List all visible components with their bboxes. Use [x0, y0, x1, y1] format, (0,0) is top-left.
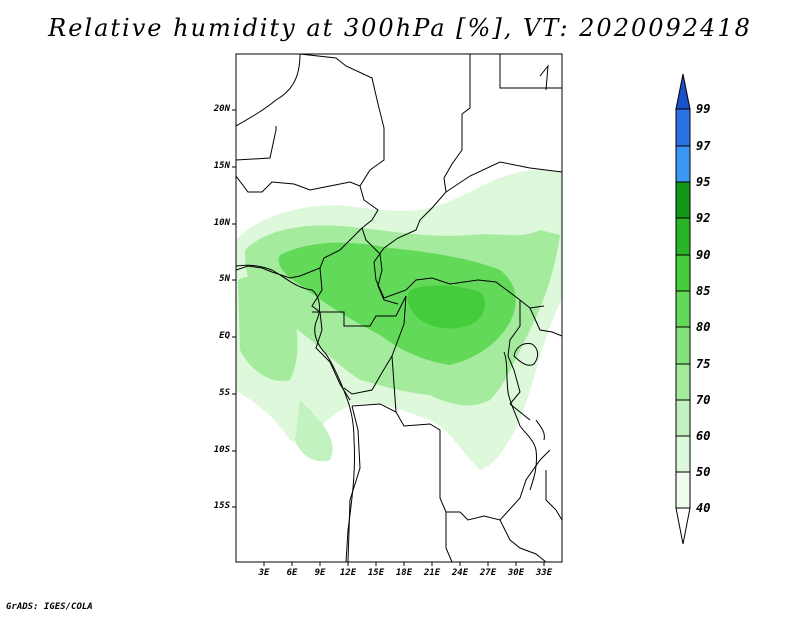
colorbar-label-85: 85 [696, 284, 711, 298]
colorbar-label-60: 60 [696, 429, 711, 443]
lon-label-21e: 21E [423, 568, 441, 578]
grads-credit: GrADS: IGES/COLA [6, 602, 93, 612]
humidity-area-west [238, 276, 298, 381]
lon-label-6e: 6E [286, 568, 298, 578]
lat-label-20n: 20N [213, 104, 230, 114]
lat-label-10n: 10N [213, 218, 230, 228]
colorbar-label-70: 70 [696, 393, 711, 407]
colorbar-segment-80-85 [675, 290, 691, 328]
lat-label-10s: 10S [213, 445, 230, 455]
lon-label-3e: 3E [258, 568, 270, 578]
colorbar-segment-50-60 [675, 435, 691, 473]
colorbar-label-80: 80 [696, 320, 711, 334]
colorbar-segment-97-99 [675, 108, 691, 147]
country-borders [236, 54, 562, 562]
lat-label-5n: 5N [219, 274, 230, 284]
coastline [236, 264, 545, 562]
colorbar-segment-60-70 [675, 399, 691, 437]
colorbar-segment-90-92 [675, 217, 691, 256]
colorbar-segment-85-90 [675, 254, 691, 292]
colorbar-label-90: 90 [696, 248, 711, 262]
lon-label-24e: 24E [451, 568, 469, 578]
lon-label-33e: 33E [535, 568, 553, 578]
axis-ticks [232, 109, 545, 566]
colorbar-top-triangle [675, 73, 691, 110]
colorbar-segment-40-50 [675, 471, 691, 509]
humidity-area-south [295, 400, 333, 462]
humidity-area-core [407, 285, 486, 329]
colorbar [675, 73, 691, 545]
lat-label-15s: 15S [213, 501, 230, 511]
lon-label-12e: 12E [339, 568, 357, 578]
colorbar-label-92: 92 [696, 211, 711, 225]
lon-label-9e: 9E [314, 568, 326, 578]
colorbar-segment-75-80 [675, 326, 691, 365]
lon-label-30e: 30E [507, 568, 525, 578]
lon-label-15e: 15E [367, 568, 385, 578]
lat-label-15n: 15N [213, 161, 230, 171]
lat-label-eq: EQ [219, 331, 230, 341]
colorbar-segment-70-75 [675, 363, 691, 401]
colorbar-label-95: 95 [696, 175, 711, 189]
colorbar-label-97: 97 [696, 139, 711, 153]
lon-label-27e: 27E [479, 568, 497, 578]
map-frame [235, 53, 563, 563]
colorbar-label-50: 50 [696, 465, 711, 479]
humidity-field [236, 170, 562, 470]
colorbar-bottom-triangle [675, 507, 691, 545]
map-title: Relative humidity at 300hPa [%], VT: 202… [48, 14, 752, 42]
colorbar-segment-92-95 [675, 181, 691, 219]
colorbar-label-75: 75 [696, 357, 711, 371]
colorbar-label-40: 40 [696, 501, 711, 515]
colorbar-label-99: 99 [696, 102, 711, 116]
colorbar-segment-95-97 [675, 145, 691, 183]
lon-label-18e: 18E [395, 568, 413, 578]
lat-label-5s: 5S [219, 388, 230, 398]
